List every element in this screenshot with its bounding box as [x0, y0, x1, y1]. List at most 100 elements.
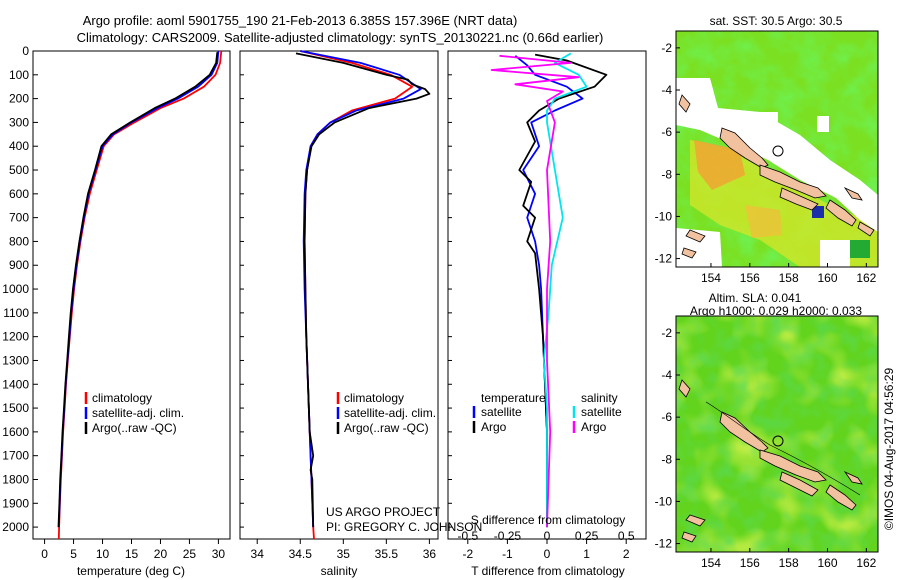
x-tick-label: 158: [779, 556, 799, 570]
y-tick-label: 400: [9, 139, 29, 153]
sst-hot-patch: [745, 205, 782, 238]
sla-texture-dark: [676, 316, 878, 552]
x-tick-label: 156: [740, 271, 760, 285]
x-tick-label: 162: [856, 556, 876, 570]
legend-satellite: satellite-adj. clim.: [92, 406, 184, 420]
series-line: [57, 50, 223, 540]
y-tick-label: 1500: [2, 401, 29, 415]
series-line: [295, 52, 431, 528]
sla-map-axes: 154 156 158 160 162 -2 -4 -6 -8 -10 -12: [655, 326, 877, 570]
x-tick-label: 0.5: [618, 529, 635, 543]
x-tick-label: 158: [779, 271, 799, 285]
island: [857, 221, 875, 237]
title-line-2: Climatology: CARS2009. Satellite-adjuste…: [77, 30, 604, 45]
sla-map: [676, 316, 878, 552]
y-tick-label: 1400: [2, 377, 29, 391]
legend-climatology: climatology: [344, 391, 404, 405]
x-tick-label: 35.5: [375, 547, 399, 561]
sst-map-title: sat. SST: 30.5 Argo: 30.5: [710, 14, 843, 28]
y-tick-label: 1200: [2, 330, 29, 344]
legend-s-argo: Argo: [581, 420, 607, 434]
sla-islands: [678, 379, 863, 543]
x-tick-label: 15: [125, 547, 139, 561]
sst-missing-data: [676, 78, 878, 232]
title-line-1: Argo profile: aoml 5901755_190 21-Feb-20…: [83, 13, 518, 28]
y-tick-label: 0: [22, 44, 29, 58]
x-tick-label: 156: [740, 556, 760, 570]
island: [678, 94, 691, 113]
pi-label: PI: GREGORY C. JOHNSON: [326, 520, 482, 534]
x-tick-label: -2: [462, 547, 473, 561]
y-tick-label: -8: [661, 167, 672, 181]
sst-cold-patch: [812, 206, 824, 218]
sst-hot-patch: [694, 140, 745, 190]
sst-map-frame: [675, 30, 879, 268]
y-tick-label: 1700: [2, 449, 29, 463]
island: [843, 471, 863, 485]
island: [759, 164, 827, 199]
legend-argo: Argo(..raw -QC): [92, 421, 177, 435]
y-tick-label: -8: [661, 452, 672, 466]
sst-cold-patch: [850, 240, 870, 258]
y-tick-label: 2000: [2, 520, 29, 534]
island: [678, 379, 691, 398]
series-line: [57, 50, 220, 528]
salinity-frame: [239, 50, 439, 540]
y-tick-label: 700: [9, 211, 29, 225]
island: [825, 484, 857, 511]
y-tick-label: -12: [655, 252, 673, 266]
y-tick-label: 100: [9, 68, 29, 82]
y-tick-label: 500: [9, 163, 29, 177]
argo-location-marker: [772, 435, 784, 447]
t-difference-xlabel: T difference from climatology: [471, 564, 625, 578]
salinity-legend: climatology satellite-adj. clim. Argo(..…: [336, 391, 436, 435]
x-tick-label: 160: [817, 556, 837, 570]
temperature-legend: climatology satellite-adj. clim. Argo(..…: [84, 391, 184, 435]
y-tick-label: -4: [661, 83, 672, 97]
y-tick-label: -6: [661, 410, 672, 424]
salinity-xlabel: salinity: [321, 564, 358, 578]
y-tick-label: -10: [655, 494, 673, 508]
difference-chart: -2 -1 0 1 2 -0.5 -0.25 0 0.25 0.5: [448, 50, 635, 561]
x-tick-label: 34.5: [289, 547, 313, 561]
x-tick-label: 30: [212, 547, 226, 561]
argo-location-marker: [772, 145, 784, 157]
y-tick-label: 1900: [2, 496, 29, 510]
x-tick-label: 34: [251, 547, 265, 561]
x-tick-label: 162: [856, 271, 876, 285]
imos-timestamp: ©IMOS 04-Aug-2017 04:56:29: [882, 368, 896, 531]
x-tick-label: 160: [817, 271, 837, 285]
sla-map-frame: [675, 315, 879, 553]
y-tick-label: 800: [9, 234, 29, 248]
sst-missing-data: [760, 112, 778, 124]
island: [719, 411, 769, 453]
x-tick-label: 25: [183, 547, 197, 561]
legend-satellite: satellite-adj. clim.: [344, 406, 436, 420]
x-tick-label: 0: [544, 529, 551, 543]
y-tick-label: 1000: [2, 282, 29, 296]
x-tick-label: 35: [337, 547, 351, 561]
sst-map: [676, 31, 878, 267]
x-tick-label: -0.5: [457, 529, 478, 543]
x-tick-label: 2: [623, 547, 630, 561]
salinity-profile-chart: 34 34.5 35 35.5 36: [240, 50, 436, 561]
island: [843, 187, 863, 201]
x-tick-label: 20: [154, 547, 168, 561]
island: [779, 471, 819, 497]
sst-missing-data: [676, 228, 722, 267]
y-tick-label: 900: [9, 258, 29, 272]
legend-title-temperature: temperature: [481, 391, 546, 405]
legend-t-argo: Argo: [481, 420, 507, 434]
sst-missing-data: [820, 240, 850, 267]
difference-legend: temperature salinity satellite Argo sate…: [472, 391, 622, 434]
y-tick-label: -10: [655, 209, 673, 223]
legend-title-salinity: salinity: [581, 391, 618, 405]
y-tick-label: -12: [655, 537, 673, 551]
x-tick-label: 1: [583, 547, 590, 561]
series-line: [490, 54, 580, 528]
y-tick-label: 1600: [2, 425, 29, 439]
sla-map-title-2: Argo h1000: 0.029 h2000: 0.033: [690, 304, 862, 318]
y-tick-label: 600: [9, 187, 29, 201]
x-tick-label: 154: [701, 271, 721, 285]
y-tick-label: 200: [9, 92, 29, 106]
